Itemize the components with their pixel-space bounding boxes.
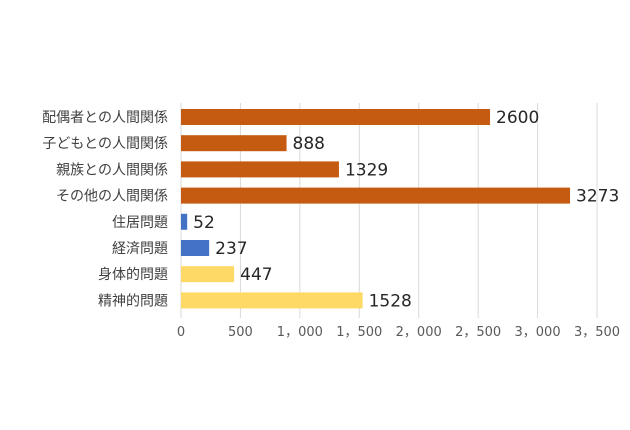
data-label: 3273: [576, 187, 619, 207]
x-tick-label: 1，500: [336, 325, 382, 340]
category-label: 精神的問題: [98, 293, 168, 309]
category-label: 住居問題: [112, 215, 168, 231]
bar: [181, 213, 188, 230]
category-label: 親族との人間関係: [56, 162, 168, 178]
category-label: その他の人間関係: [56, 189, 168, 205]
x-tick-label: 2，000: [396, 325, 442, 340]
bar: [181, 187, 571, 204]
bar: [181, 109, 491, 125]
category-label: 配偶者との人間関係: [42, 110, 168, 126]
x-tick-label: 2，500: [455, 325, 501, 340]
x-tick-label: 3，000: [515, 325, 561, 340]
data-label: 1528: [369, 291, 412, 311]
bar: [181, 135, 287, 152]
data-label: 52: [193, 213, 215, 233]
data-label: 1329: [345, 160, 388, 180]
category-label: 経済問題: [112, 241, 168, 257]
category-label: 身体的問題: [98, 267, 168, 283]
data-label: 2600: [496, 108, 539, 128]
x-tick-labels: 0 500 1，000 1，500 2，000 2，500 3，000 3，500: [177, 325, 620, 340]
x-tick-label: 1，000: [277, 325, 323, 340]
data-label: 447: [240, 265, 272, 285]
bar: [181, 240, 210, 256]
category-label: 子どもとの人間関係: [42, 136, 168, 152]
bars: [181, 109, 571, 309]
data-label: 237: [215, 239, 247, 259]
x-tick-label: 3，500: [574, 325, 620, 340]
data-label: 888: [293, 134, 325, 154]
bar: [181, 161, 339, 178]
bar: [181, 266, 235, 283]
x-tick-label: 0: [177, 325, 185, 340]
category-labels: 配偶者との人間関係子どもとの人間関係親族との人間関係その他の人間関係住居問題経済…: [42, 110, 168, 309]
bar: [181, 292, 363, 309]
x-tick-label: 500: [228, 325, 253, 340]
